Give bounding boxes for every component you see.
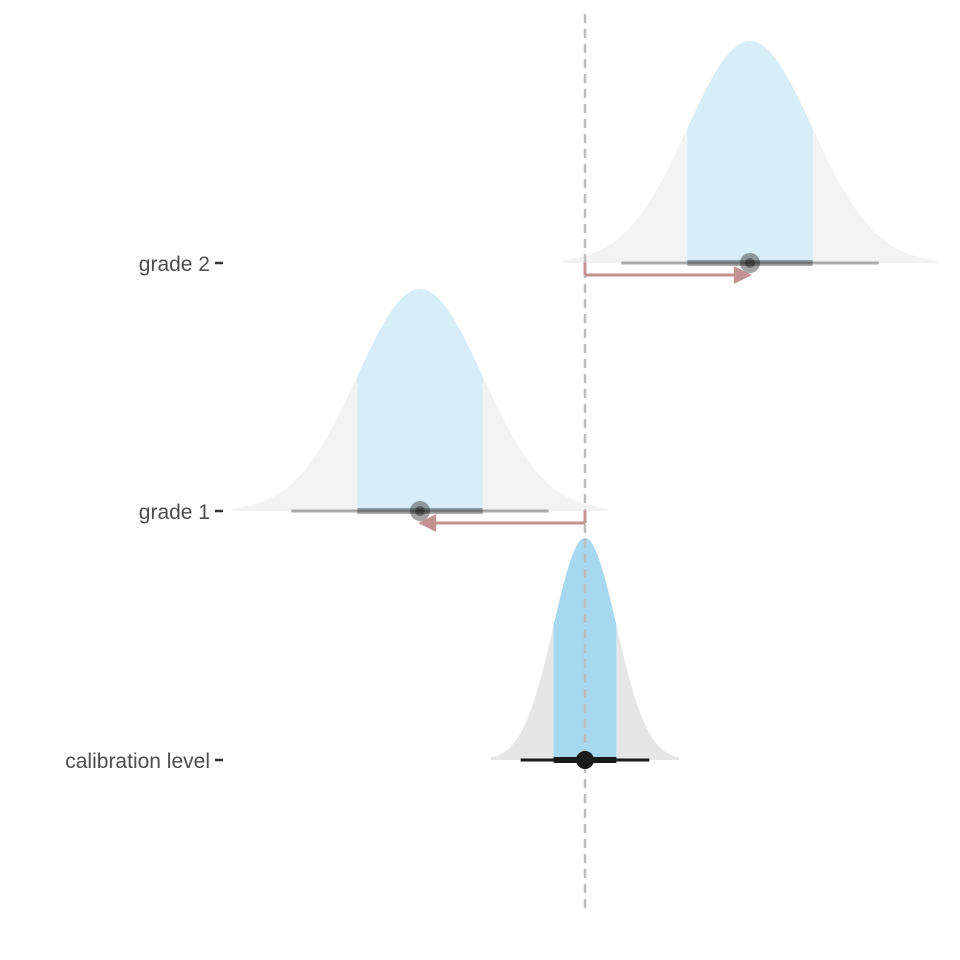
point-estimate-1 — [410, 501, 430, 521]
y-tick-label-0: grade 2 — [139, 253, 210, 276]
y-tick-label-1: grade 1 — [139, 501, 210, 524]
point-estimate-core-1 — [415, 506, 425, 516]
shift-arrows — [418, 263, 752, 532]
y-axis: grade 2 grade 1 calibration level — [65, 253, 223, 773]
point-estimate-2 — [576, 751, 594, 769]
density-inner-1 — [357, 289, 483, 511]
interval-bars — [291, 253, 879, 769]
point-estimate-core-0 — [745, 258, 755, 268]
point-estimate-0 — [740, 253, 760, 273]
y-tick-label-2: calibration level — [65, 750, 210, 773]
density-inner-0 — [687, 41, 813, 263]
